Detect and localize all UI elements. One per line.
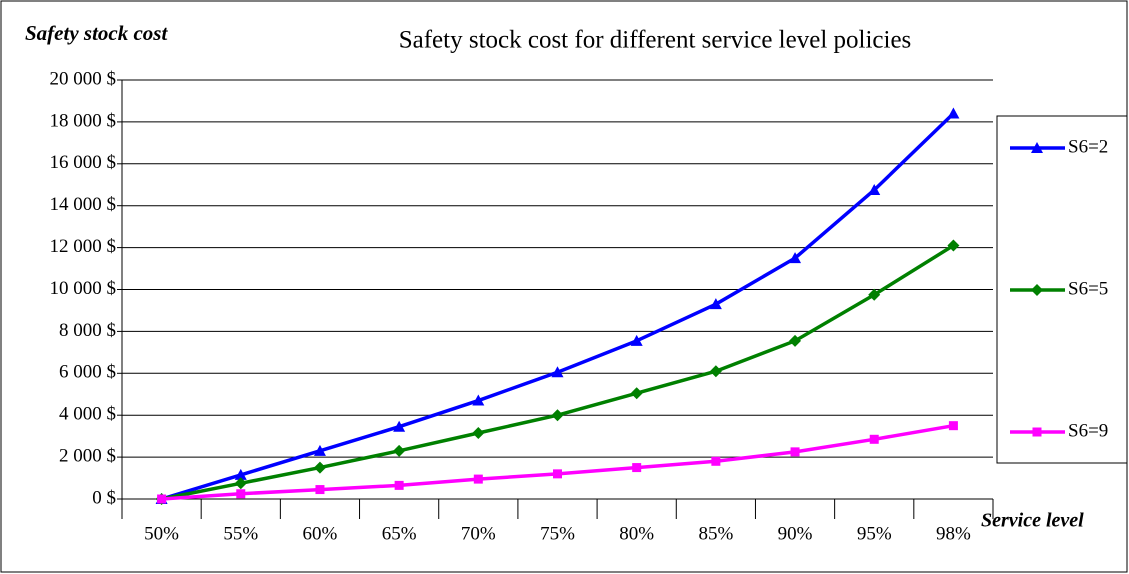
- marker: [1031, 142, 1043, 153]
- marker: [630, 387, 643, 400]
- marker: [234, 477, 247, 490]
- marker: [157, 494, 167, 504]
- y-tick-label: 8 000 $: [59, 320, 116, 341]
- marker: [553, 469, 562, 479]
- marker: [868, 183, 881, 195]
- y-tick-label: 18 000 $: [50, 110, 117, 131]
- marker: [789, 252, 802, 264]
- marker: [394, 480, 404, 490]
- x-tick-label: 70%: [461, 523, 496, 544]
- marker: [630, 334, 643, 346]
- y-tick-label: 12 000 $: [50, 236, 117, 257]
- marker: [551, 409, 564, 422]
- marker: [473, 474, 483, 484]
- marker: [1031, 284, 1043, 296]
- x-axis-label: Service level: [981, 510, 1084, 532]
- marker: [790, 447, 800, 457]
- y-tick-label: 2 000 $: [59, 445, 116, 466]
- y-tick-label: 4 000 $: [59, 404, 116, 425]
- marker: [313, 461, 326, 474]
- legend-label: S6=9: [1068, 420, 1108, 441]
- marker: [1032, 427, 1042, 437]
- marker: [632, 463, 642, 473]
- x-tick-label: 85%: [698, 523, 733, 544]
- marker: [315, 485, 325, 495]
- legend-label: S6=5: [1068, 278, 1108, 299]
- x-tick-label: 90%: [778, 523, 813, 544]
- marker: [868, 288, 881, 301]
- marker: [869, 434, 879, 444]
- marker: [313, 444, 326, 456]
- x-tick-label: 95%: [857, 523, 892, 544]
- x-tick-label: 75%: [540, 523, 575, 544]
- x-tick-label: 98%: [936, 523, 971, 544]
- marker: [711, 456, 721, 466]
- y-tick-label: 14 000 $: [50, 194, 117, 215]
- marker: [947, 107, 960, 119]
- marker: [789, 334, 802, 347]
- x-tick-label: 50%: [144, 523, 179, 544]
- y-tick-label: 16 000 $: [50, 152, 117, 173]
- marker: [472, 427, 485, 440]
- marker: [947, 239, 960, 252]
- marker: [551, 366, 564, 378]
- marker: [393, 420, 406, 432]
- y-tick-label: 0 $: [92, 487, 116, 508]
- marker: [948, 421, 958, 431]
- y-tick-label: 10 000 $: [50, 278, 117, 299]
- marker: [234, 468, 247, 480]
- x-tick-label: 80%: [619, 523, 654, 544]
- y-tick-label: 6 000 $: [59, 362, 116, 383]
- y-tick-label: 20 000 $: [50, 68, 117, 89]
- marker: [472, 394, 485, 406]
- legend-label: S6=2: [1068, 136, 1108, 157]
- marker: [393, 444, 406, 457]
- x-tick-label: 60%: [303, 523, 338, 544]
- marker: [709, 298, 722, 310]
- chart-title: Safety stock cost for different service …: [399, 27, 912, 54]
- x-tick-label: 55%: [223, 523, 258, 544]
- y-axis-label: Safety stock cost: [25, 21, 168, 45]
- marker: [709, 365, 722, 378]
- marker: [236, 489, 246, 499]
- x-tick-label: 65%: [382, 523, 417, 544]
